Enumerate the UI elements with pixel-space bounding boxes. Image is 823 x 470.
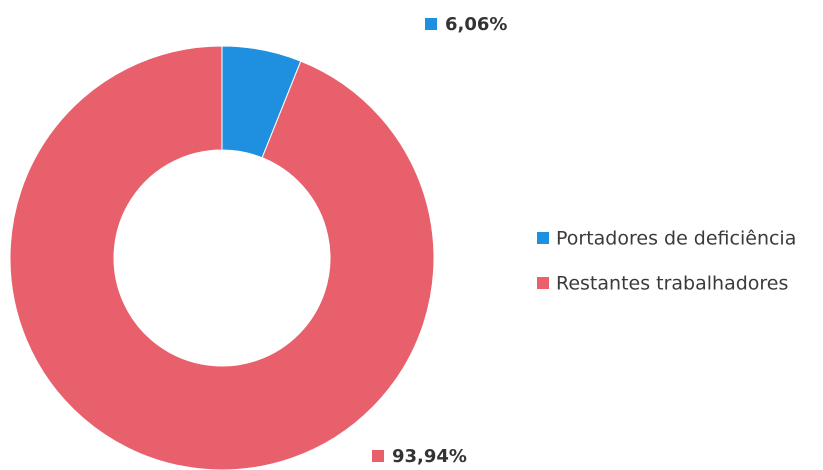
value-label-swatch	[425, 18, 437, 30]
value-label: 6,06%	[445, 14, 507, 35]
donut-slice	[9, 45, 435, 470]
legend-label: Restantes trabalhadores	[556, 273, 788, 295]
value-label: 93,94%	[392, 446, 467, 467]
legend-swatch	[537, 232, 549, 244]
legend-label: Portadores de deficiência	[556, 228, 796, 250]
legend-swatch	[537, 277, 549, 289]
value-label-swatch	[372, 450, 384, 462]
